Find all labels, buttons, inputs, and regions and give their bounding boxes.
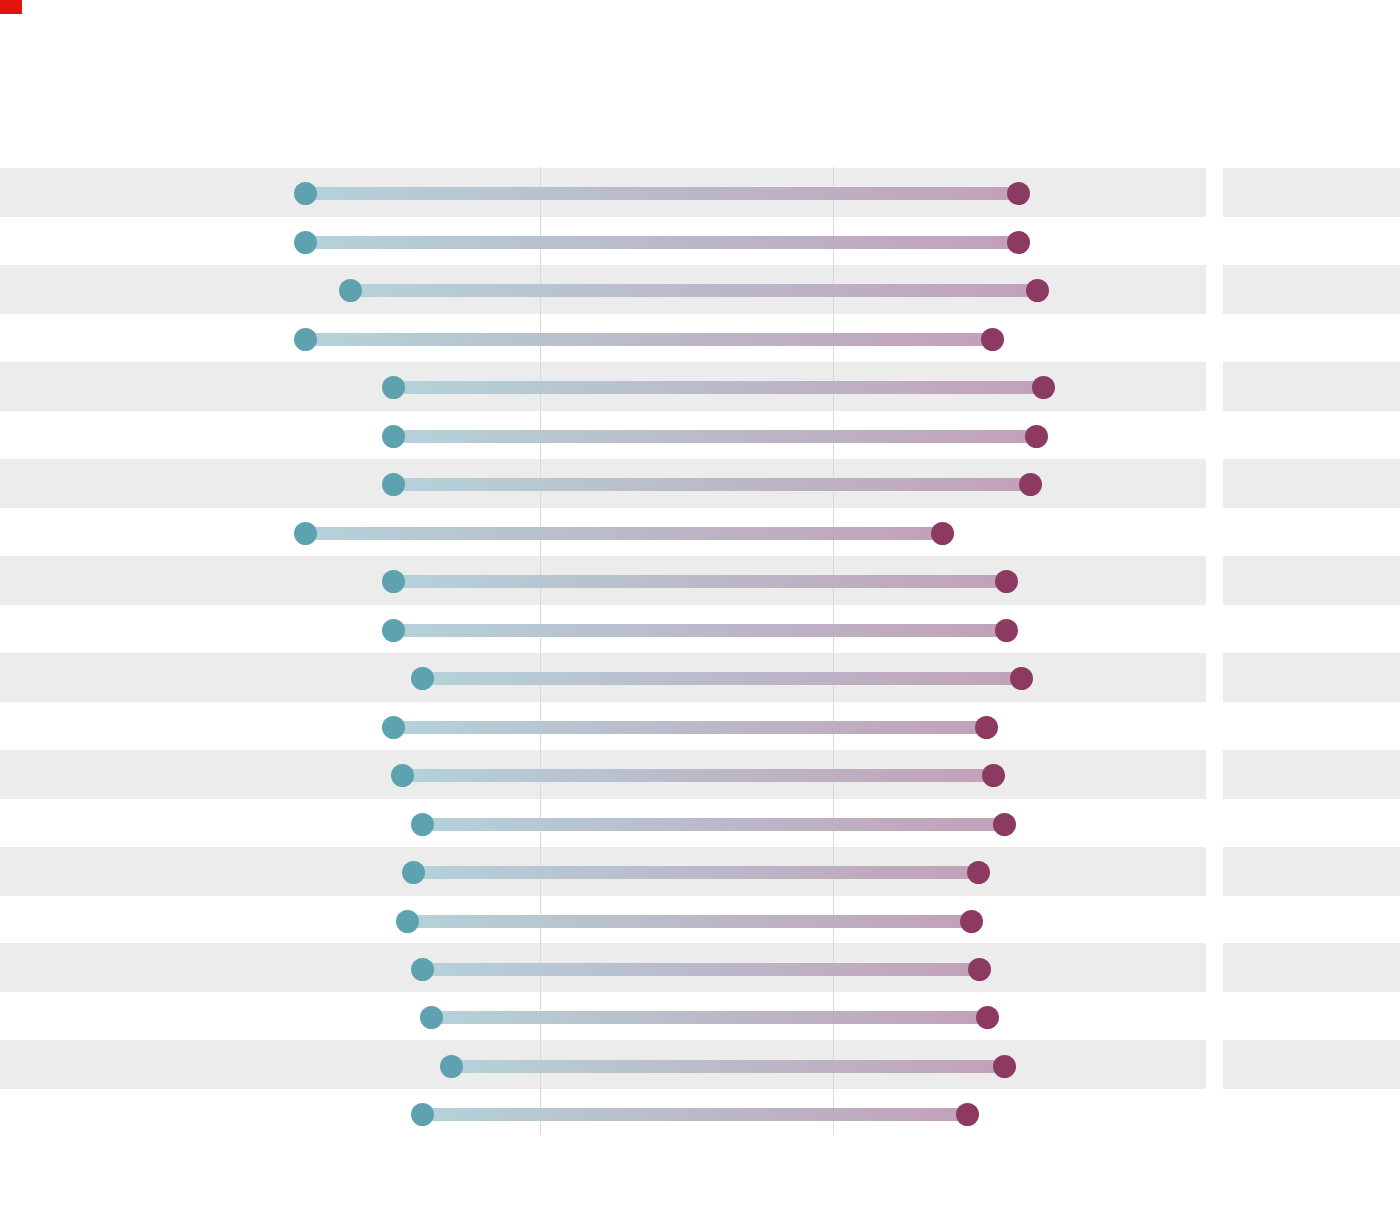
end-dot [968, 958, 991, 981]
row-label-box [1223, 556, 1400, 605]
row-label-box [1223, 1040, 1400, 1089]
dumbbell-connector [305, 187, 1018, 200]
dumbbell-connector [393, 381, 1043, 394]
dumbbell-connector [393, 624, 1006, 637]
row-label-box [1223, 362, 1400, 411]
end-dot [975, 716, 998, 739]
vertical-gridline [833, 167, 834, 1135]
start-dot [382, 473, 405, 496]
start-dot [411, 1103, 434, 1126]
dumbbell-connector [393, 478, 1030, 491]
dumbbell-connector [422, 1108, 967, 1121]
start-dot [440, 1055, 463, 1078]
end-dot [1007, 182, 1030, 205]
start-dot [391, 764, 414, 787]
end-dot [995, 619, 1018, 642]
row-label-box [1223, 750, 1400, 799]
dumbbell-connector [413, 866, 978, 879]
dumbbell-connector [393, 430, 1036, 443]
end-dot [960, 910, 983, 933]
end-dot [976, 1006, 999, 1029]
dumbbell-connector [305, 236, 1018, 249]
start-dot [294, 522, 317, 545]
start-dot [411, 958, 434, 981]
row-label-box [1223, 653, 1400, 702]
dumbbell-connector [393, 721, 986, 734]
start-dot [339, 279, 362, 302]
dumbbell-connector [451, 1060, 1004, 1073]
start-dot [294, 231, 317, 254]
dumbbell-connector [422, 672, 1021, 685]
end-dot [1032, 376, 1055, 399]
end-dot [981, 328, 1004, 351]
start-dot [382, 716, 405, 739]
end-dot [967, 861, 990, 884]
row-label-box [1223, 265, 1400, 314]
dumbbell-connector [305, 527, 942, 540]
start-dot [294, 182, 317, 205]
dumbbell-connector [350, 284, 1037, 297]
start-dot [382, 619, 405, 642]
start-dot [382, 570, 405, 593]
dumbbell-connector [305, 333, 992, 346]
end-dot [1019, 473, 1042, 496]
row-label-box [1223, 847, 1400, 896]
end-dot [1010, 667, 1033, 690]
dumbbell-chart [0, 0, 1400, 1232]
end-dot [1026, 279, 1049, 302]
end-dot [993, 813, 1016, 836]
end-dot [982, 764, 1005, 787]
end-dot [993, 1055, 1016, 1078]
dumbbell-connector [431, 1011, 987, 1024]
dumbbell-connector [422, 818, 1004, 831]
start-dot [294, 328, 317, 351]
end-dot [995, 570, 1018, 593]
dumbbell-connector [393, 575, 1006, 588]
end-dot [1025, 425, 1048, 448]
start-dot [411, 667, 434, 690]
start-dot [382, 376, 405, 399]
dumbbell-connector [402, 769, 993, 782]
brand-red-tab [0, 0, 22, 14]
end-dot [956, 1103, 979, 1126]
start-dot [402, 861, 425, 884]
row-label-box [1223, 168, 1400, 217]
start-dot [382, 425, 405, 448]
dumbbell-connector [422, 963, 979, 976]
dumbbell-connector [407, 915, 971, 928]
vertical-gridline [540, 167, 541, 1135]
start-dot [411, 813, 434, 836]
row-label-box [1223, 943, 1400, 992]
start-dot [396, 910, 419, 933]
row-label-box [1223, 459, 1400, 508]
end-dot [1007, 231, 1030, 254]
start-dot [420, 1006, 443, 1029]
end-dot [931, 522, 954, 545]
